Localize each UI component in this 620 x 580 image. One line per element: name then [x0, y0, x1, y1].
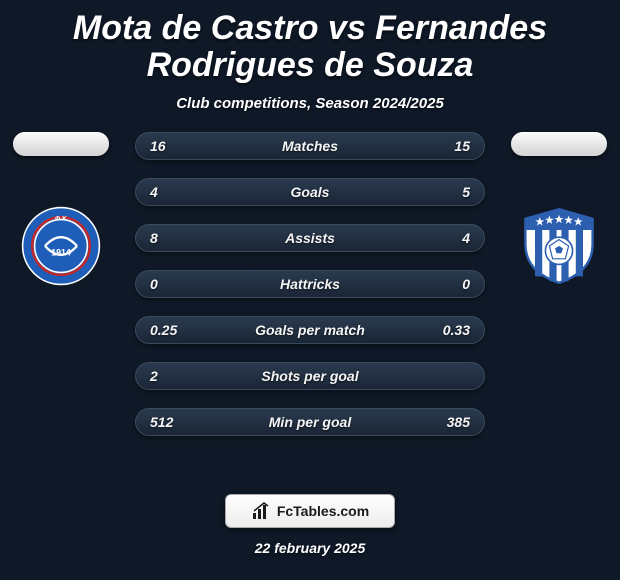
branding-label: FcTables.com	[277, 503, 369, 519]
stat-right-value: 15	[454, 138, 470, 154]
stat-left-value: 8	[150, 230, 158, 246]
stat-row-hattricks: 0 Hattricks 0	[135, 270, 485, 298]
comparison-content: 1914 Φ K 16 Matches 15 4 Goals 5	[0, 132, 620, 472]
svg-text:1914: 1914	[51, 247, 71, 257]
stat-label: Shots per goal	[261, 368, 358, 384]
stat-left-value: 0	[150, 276, 158, 292]
stat-right-value: 0.33	[443, 322, 470, 338]
stat-left-value: 2	[150, 368, 158, 384]
stats-table: 16 Matches 15 4 Goals 5 8 Assists 4 0 Ha…	[135, 132, 485, 436]
stat-right-value: 0	[462, 276, 470, 292]
left-club-column: 1914 Φ K	[6, 132, 116, 286]
stat-label: Hattricks	[280, 276, 340, 292]
left-club-crest: 1914 Φ K	[21, 206, 101, 286]
date-label: 22 february 2025	[0, 540, 620, 556]
stat-row-goals-per-match: 0.25 Goals per match 0.33	[135, 316, 485, 344]
stat-label: Goals per match	[255, 322, 365, 338]
stat-label: Goals	[291, 184, 330, 200]
stat-left-value: 16	[150, 138, 166, 154]
stat-row-shots-per-goal: 2 Shots per goal	[135, 362, 485, 390]
stat-row-matches: 16 Matches 15	[135, 132, 485, 160]
page-title: Mota de Castro vs Fernandes Rodrigues de…	[0, 0, 620, 91]
left-player-pill	[13, 132, 109, 156]
stat-left-value: 512	[150, 414, 173, 430]
stat-left-value: 4	[150, 184, 158, 200]
svg-text:Φ K: Φ K	[55, 215, 67, 222]
right-player-pill	[511, 132, 607, 156]
stat-right-value: 5	[462, 184, 470, 200]
stat-row-goals: 4 Goals 5	[135, 178, 485, 206]
stat-left-value: 0.25	[150, 322, 177, 338]
stat-row-min-per-goal: 512 Min per goal 385	[135, 408, 485, 436]
stat-row-assists: 8 Assists 4	[135, 224, 485, 252]
stat-right-value: 385	[447, 414, 470, 430]
stat-label: Min per goal	[269, 414, 351, 430]
stat-right-value: 4	[462, 230, 470, 246]
right-club-crest	[519, 206, 599, 286]
stat-label: Assists	[285, 230, 335, 246]
branding-badge[interactable]: FcTables.com	[225, 494, 395, 528]
stat-label: Matches	[282, 138, 338, 154]
chart-icon	[251, 501, 271, 521]
right-club-column	[504, 132, 614, 286]
subtitle: Club competitions, Season 2024/2025	[0, 95, 620, 112]
